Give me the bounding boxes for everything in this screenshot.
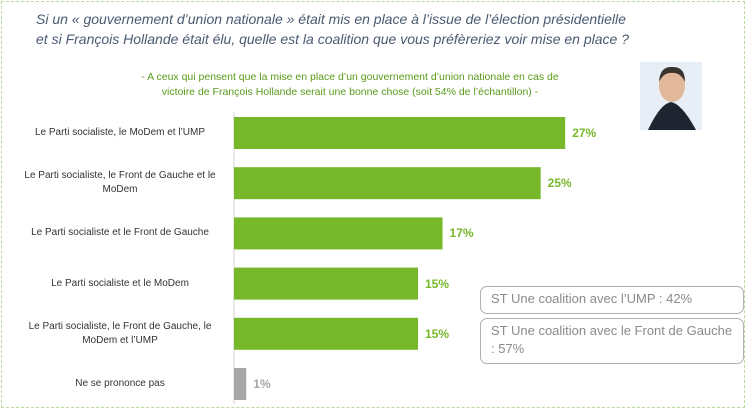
category-label: Le Parti socialiste, le Front de Gauche,… [28,320,212,346]
value-label: 27% [572,126,597,140]
category-label: Ne se prononce pas [75,378,165,389]
annotation-box: ST Une coalition avec l’UMP : 42% [480,286,744,314]
value-label: 15% [425,276,450,291]
category-label: Le Parti socialiste, le Front de Gauche … [24,170,216,196]
bar [234,117,566,149]
category-label: Le Parti socialiste, le MoDem et l’UMP [34,127,206,138]
photo-face [659,70,685,102]
value-label: 1% [253,377,271,391]
bar [234,317,418,350]
value-label: 15% [425,326,450,341]
value-label: 17% [449,226,474,241]
chart-title: Si un « gouvernement d’union nationale »… [36,11,629,47]
photo-suit [648,102,696,130]
photo-hair [659,66,685,82]
bar [234,267,418,300]
bar [234,368,247,400]
category-label: Le Parti socialiste et le MoDem [51,277,189,289]
bar [234,217,443,250]
annotation-box: ST Une coalition avec le Front de Gauche… [480,318,744,364]
photo [640,62,702,130]
category-label: Le Parti socialiste et le Front de Gauch… [31,227,209,239]
bar [234,167,541,200]
chart-subtitle: - A ceux qui pensent que la mise en plac… [141,71,559,98]
value-label: 25% [547,176,572,191]
